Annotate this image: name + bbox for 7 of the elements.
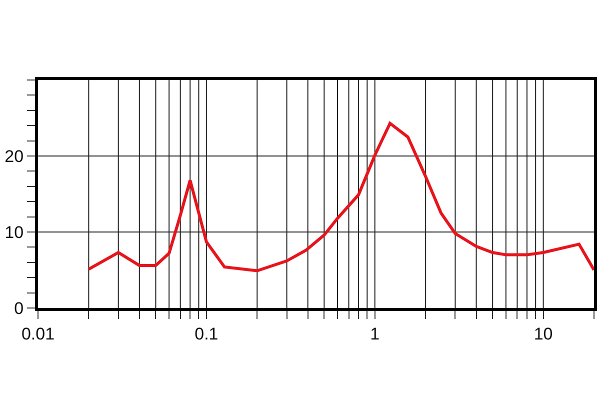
y-tick-label: 20	[4, 146, 24, 166]
x-tick-label: 0.01	[21, 324, 55, 344]
x-tick-label: 1	[370, 324, 380, 344]
y-tick-label: 0	[14, 298, 24, 318]
y-tick-label: 10	[4, 222, 24, 242]
x-tick-label: 0.1	[194, 324, 218, 344]
x-tick-label: 10	[534, 324, 553, 344]
